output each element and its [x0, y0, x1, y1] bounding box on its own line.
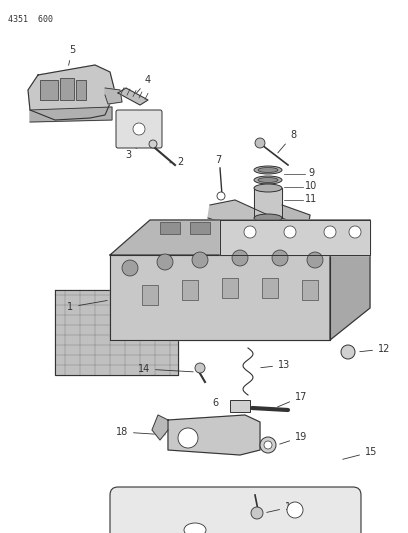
Circle shape	[217, 192, 225, 200]
Polygon shape	[282, 205, 310, 228]
Circle shape	[307, 252, 323, 268]
Bar	[160, 222, 180, 234]
Text: 13: 13	[261, 360, 290, 370]
Polygon shape	[330, 220, 370, 340]
Text: 1: 1	[67, 301, 107, 312]
Bar	[220, 222, 240, 234]
Circle shape	[284, 226, 296, 238]
Ellipse shape	[258, 177, 278, 182]
Circle shape	[178, 428, 198, 448]
Ellipse shape	[254, 184, 282, 192]
Text: 3: 3	[125, 148, 137, 160]
Ellipse shape	[254, 166, 282, 174]
Bar	[262, 278, 278, 298]
Bar	[182, 280, 198, 300]
FancyBboxPatch shape	[110, 487, 361, 533]
Bar	[230, 400, 250, 412]
Circle shape	[264, 441, 272, 449]
Circle shape	[341, 345, 355, 359]
Text: 9: 9	[308, 168, 314, 178]
Bar	[60, 78, 74, 100]
Bar	[76, 80, 86, 100]
Polygon shape	[110, 255, 330, 340]
Ellipse shape	[184, 523, 206, 533]
Polygon shape	[220, 220, 370, 255]
Polygon shape	[105, 88, 122, 104]
Polygon shape	[118, 88, 148, 105]
Circle shape	[133, 123, 145, 135]
Polygon shape	[30, 107, 112, 122]
Circle shape	[149, 140, 157, 148]
Circle shape	[272, 250, 288, 266]
Bar	[250, 222, 270, 234]
Polygon shape	[254, 188, 282, 218]
Ellipse shape	[258, 167, 278, 173]
Text: 4: 4	[135, 75, 151, 95]
Text: 15: 15	[343, 447, 377, 459]
Bar	[340, 222, 360, 234]
Ellipse shape	[254, 214, 282, 222]
Ellipse shape	[254, 176, 282, 184]
Polygon shape	[55, 290, 178, 375]
Bar	[302, 280, 318, 300]
Text: 11: 11	[305, 194, 317, 204]
Circle shape	[260, 437, 276, 453]
Text: 17: 17	[277, 392, 307, 407]
Circle shape	[232, 250, 248, 266]
Circle shape	[244, 226, 256, 238]
Text: 6: 6	[212, 398, 218, 408]
Text: 12: 12	[360, 344, 390, 354]
Polygon shape	[28, 65, 115, 120]
Text: 18: 18	[116, 427, 165, 437]
Polygon shape	[152, 415, 168, 440]
Polygon shape	[208, 200, 268, 228]
Circle shape	[251, 507, 263, 519]
Text: 2: 2	[170, 157, 183, 167]
Text: 4351  600: 4351 600	[8, 15, 53, 24]
Circle shape	[157, 254, 173, 270]
Text: 19: 19	[279, 432, 307, 444]
Bar	[40, 80, 58, 100]
Text: 5: 5	[69, 45, 75, 65]
Text: 8: 8	[278, 130, 296, 153]
Circle shape	[195, 363, 205, 373]
FancyBboxPatch shape	[116, 110, 162, 148]
Bar	[222, 278, 238, 298]
Circle shape	[287, 502, 303, 518]
Bar	[310, 222, 330, 234]
Bar	[142, 285, 158, 305]
Bar	[280, 222, 300, 234]
Text: 16: 16	[267, 502, 297, 512]
Text: 7: 7	[215, 155, 221, 165]
Polygon shape	[110, 220, 370, 255]
Circle shape	[255, 138, 265, 148]
Circle shape	[122, 260, 138, 276]
Polygon shape	[168, 415, 260, 455]
Circle shape	[192, 252, 208, 268]
Circle shape	[324, 226, 336, 238]
Bar	[190, 222, 210, 234]
Text: 14: 14	[138, 364, 193, 374]
Circle shape	[349, 226, 361, 238]
Text: 10: 10	[305, 181, 317, 191]
